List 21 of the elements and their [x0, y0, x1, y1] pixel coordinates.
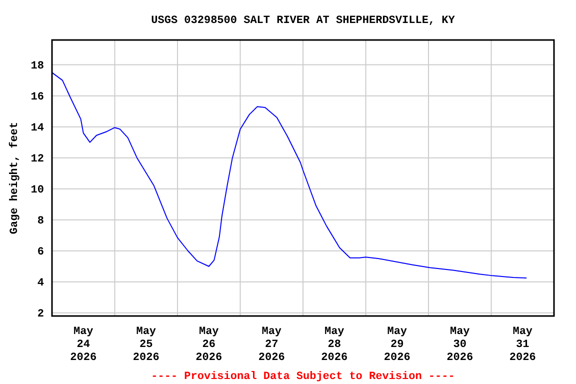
chart-title: USGS 03298500 SALT RIVER AT SHEPHERDSVILLE, KY — [151, 15, 456, 27]
x-tick-label: May 24 2026 — [70, 326, 97, 364]
x-tick-label: May 28 2026 — [321, 326, 348, 364]
y-tick-label: 10 — [30, 184, 44, 197]
y-tick-label: 12 — [30, 154, 44, 166]
y-tick-label: 4 — [37, 278, 44, 290]
y-tick-label: 8 — [37, 216, 44, 228]
line-series — [52, 72, 528, 279]
x-tick-label: May 31 2026 — [509, 326, 536, 364]
x-tick-label: May 27 2026 — [258, 326, 285, 364]
x-tick-label: May 30 2026 — [446, 326, 474, 364]
y-tick-label: 6 — [37, 246, 44, 259]
text: ---- Provisional Data Subject to Revision ---- — [151, 371, 455, 383]
y-tick-label: 14 — [30, 122, 44, 135]
y-tick-label: 16 — [30, 92, 44, 104]
y-axis-title: Gage height, feet — [8, 122, 21, 234]
x-tick-label: May 25 2026 — [132, 326, 160, 364]
x-tick-label: May 26 2026 — [196, 326, 222, 364]
y-tick-label: 18 — [30, 60, 44, 73]
y-tick-label: 2 — [37, 308, 44, 321]
x-tick-label: May 29 2026 — [384, 326, 410, 364]
